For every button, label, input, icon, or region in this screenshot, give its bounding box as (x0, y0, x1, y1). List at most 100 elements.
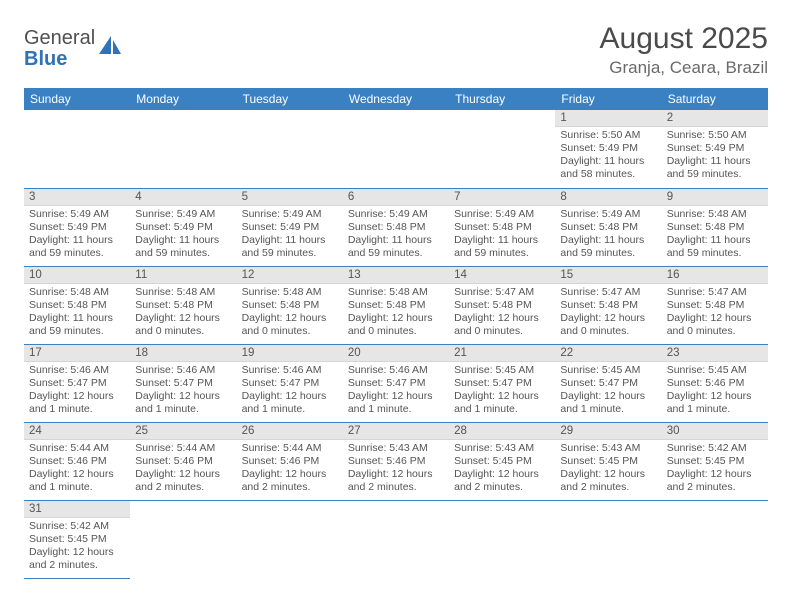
calendar-cell: 7Sunrise: 5:49 AMSunset: 5:48 PMDaylight… (449, 188, 555, 266)
logo: General Blue (24, 28, 123, 70)
day-number: 5 (237, 189, 343, 206)
calendar-cell (343, 110, 449, 188)
calendar-cell (343, 500, 449, 578)
day-info: Sunrise: 5:46 AMSunset: 5:47 PMDaylight:… (130, 362, 236, 420)
calendar-cell: 19Sunrise: 5:46 AMSunset: 5:47 PMDayligh… (237, 344, 343, 422)
weekday-header: Wednesday (343, 88, 449, 110)
day-info: Sunrise: 5:44 AMSunset: 5:46 PMDaylight:… (237, 440, 343, 498)
weekday-header: Saturday (662, 88, 768, 110)
day-number: 10 (24, 267, 130, 284)
calendar-cell: 17Sunrise: 5:46 AMSunset: 5:47 PMDayligh… (24, 344, 130, 422)
weekday-header: Tuesday (237, 88, 343, 110)
day-number: 24 (24, 423, 130, 440)
calendar-cell: 5Sunrise: 5:49 AMSunset: 5:49 PMDaylight… (237, 188, 343, 266)
weekday-header: Friday (555, 88, 661, 110)
day-number: 29 (555, 423, 661, 440)
day-number: 21 (449, 345, 555, 362)
day-number: 14 (449, 267, 555, 284)
calendar-cell: 6Sunrise: 5:49 AMSunset: 5:48 PMDaylight… (343, 188, 449, 266)
day-info: Sunrise: 5:49 AMSunset: 5:48 PMDaylight:… (343, 206, 449, 264)
day-number: 9 (662, 189, 768, 206)
calendar-cell: 9Sunrise: 5:48 AMSunset: 5:48 PMDaylight… (662, 188, 768, 266)
day-number: 27 (343, 423, 449, 440)
day-number: 16 (662, 267, 768, 284)
day-info: Sunrise: 5:45 AMSunset: 5:47 PMDaylight:… (449, 362, 555, 420)
day-info: Sunrise: 5:47 AMSunset: 5:48 PMDaylight:… (449, 284, 555, 342)
day-info: Sunrise: 5:48 AMSunset: 5:48 PMDaylight:… (662, 206, 768, 264)
calendar-cell (130, 500, 236, 578)
calendar-cell (449, 500, 555, 578)
calendar-cell (237, 500, 343, 578)
day-number: 3 (24, 189, 130, 206)
day-info: Sunrise: 5:46 AMSunset: 5:47 PMDaylight:… (343, 362, 449, 420)
weekday-header: Thursday (449, 88, 555, 110)
day-info: Sunrise: 5:43 AMSunset: 5:46 PMDaylight:… (343, 440, 449, 498)
calendar-cell: 14Sunrise: 5:47 AMSunset: 5:48 PMDayligh… (449, 266, 555, 344)
calendar-cell: 21Sunrise: 5:45 AMSunset: 5:47 PMDayligh… (449, 344, 555, 422)
calendar-cell (24, 110, 130, 188)
day-number: 22 (555, 345, 661, 362)
day-number: 11 (130, 267, 236, 284)
day-info: Sunrise: 5:48 AMSunset: 5:48 PMDaylight:… (24, 284, 130, 342)
day-info: Sunrise: 5:44 AMSunset: 5:46 PMDaylight:… (130, 440, 236, 498)
day-info: Sunrise: 5:44 AMSunset: 5:46 PMDaylight:… (24, 440, 130, 498)
weekday-header: Monday (130, 88, 236, 110)
calendar-cell: 23Sunrise: 5:45 AMSunset: 5:46 PMDayligh… (662, 344, 768, 422)
calendar-cell: 1Sunrise: 5:50 AMSunset: 5:49 PMDaylight… (555, 110, 661, 188)
day-info: Sunrise: 5:42 AMSunset: 5:45 PMDaylight:… (662, 440, 768, 498)
calendar-cell: 18Sunrise: 5:46 AMSunset: 5:47 PMDayligh… (130, 344, 236, 422)
calendar-cell: 27Sunrise: 5:43 AMSunset: 5:46 PMDayligh… (343, 422, 449, 500)
day-info: Sunrise: 5:43 AMSunset: 5:45 PMDaylight:… (449, 440, 555, 498)
day-number: 7 (449, 189, 555, 206)
day-number: 13 (343, 267, 449, 284)
day-info: Sunrise: 5:47 AMSunset: 5:48 PMDaylight:… (555, 284, 661, 342)
day-info: Sunrise: 5:50 AMSunset: 5:49 PMDaylight:… (662, 127, 768, 185)
location: Granja, Ceara, Brazil (600, 58, 768, 78)
calendar-cell: 12Sunrise: 5:48 AMSunset: 5:48 PMDayligh… (237, 266, 343, 344)
day-info: Sunrise: 5:49 AMSunset: 5:49 PMDaylight:… (237, 206, 343, 264)
day-info: Sunrise: 5:47 AMSunset: 5:48 PMDaylight:… (662, 284, 768, 342)
calendar-cell: 10Sunrise: 5:48 AMSunset: 5:48 PMDayligh… (24, 266, 130, 344)
day-info: Sunrise: 5:49 AMSunset: 5:49 PMDaylight:… (130, 206, 236, 264)
calendar-cell: 30Sunrise: 5:42 AMSunset: 5:45 PMDayligh… (662, 422, 768, 500)
calendar-cell (237, 110, 343, 188)
day-info: Sunrise: 5:45 AMSunset: 5:47 PMDaylight:… (555, 362, 661, 420)
day-info: Sunrise: 5:46 AMSunset: 5:47 PMDaylight:… (237, 362, 343, 420)
calendar-cell: 26Sunrise: 5:44 AMSunset: 5:46 PMDayligh… (237, 422, 343, 500)
calendar-cell (555, 500, 661, 578)
calendar-cell: 15Sunrise: 5:47 AMSunset: 5:48 PMDayligh… (555, 266, 661, 344)
day-info: Sunrise: 5:49 AMSunset: 5:49 PMDaylight:… (24, 206, 130, 264)
day-number: 4 (130, 189, 236, 206)
day-number: 18 (130, 345, 236, 362)
logo-text-2: Blue (24, 48, 67, 70)
day-info: Sunrise: 5:43 AMSunset: 5:45 PMDaylight:… (555, 440, 661, 498)
day-info: Sunrise: 5:50 AMSunset: 5:49 PMDaylight:… (555, 127, 661, 185)
day-number: 20 (343, 345, 449, 362)
day-info: Sunrise: 5:49 AMSunset: 5:48 PMDaylight:… (555, 206, 661, 264)
month-title: August 2025 (600, 22, 768, 56)
day-number: 2 (662, 110, 768, 127)
day-number: 8 (555, 189, 661, 206)
calendar-table: SundayMondayTuesdayWednesdayThursdayFrid… (24, 88, 768, 579)
weekday-header: Sunday (24, 88, 130, 110)
logo-sail-icon (97, 34, 123, 56)
calendar-cell: 2Sunrise: 5:50 AMSunset: 5:49 PMDaylight… (662, 110, 768, 188)
calendar-head: SundayMondayTuesdayWednesdayThursdayFrid… (24, 88, 768, 110)
calendar-cell (449, 110, 555, 188)
calendar-cell: 4Sunrise: 5:49 AMSunset: 5:49 PMDaylight… (130, 188, 236, 266)
calendar-cell: 31Sunrise: 5:42 AMSunset: 5:45 PMDayligh… (24, 500, 130, 578)
calendar-cell (662, 500, 768, 578)
calendar-cell: 16Sunrise: 5:47 AMSunset: 5:48 PMDayligh… (662, 266, 768, 344)
day-number: 26 (237, 423, 343, 440)
calendar-cell: 22Sunrise: 5:45 AMSunset: 5:47 PMDayligh… (555, 344, 661, 422)
day-number: 17 (24, 345, 130, 362)
day-number: 19 (237, 345, 343, 362)
calendar-cell: 24Sunrise: 5:44 AMSunset: 5:46 PMDayligh… (24, 422, 130, 500)
day-number: 31 (24, 501, 130, 518)
day-info: Sunrise: 5:42 AMSunset: 5:45 PMDaylight:… (24, 518, 130, 576)
calendar-cell: 8Sunrise: 5:49 AMSunset: 5:48 PMDaylight… (555, 188, 661, 266)
day-number: 25 (130, 423, 236, 440)
calendar-body: 1Sunrise: 5:50 AMSunset: 5:49 PMDaylight… (24, 110, 768, 578)
header: General Blue August 2025 Granja, Ceara, … (24, 22, 768, 78)
day-info: Sunrise: 5:46 AMSunset: 5:47 PMDaylight:… (24, 362, 130, 420)
